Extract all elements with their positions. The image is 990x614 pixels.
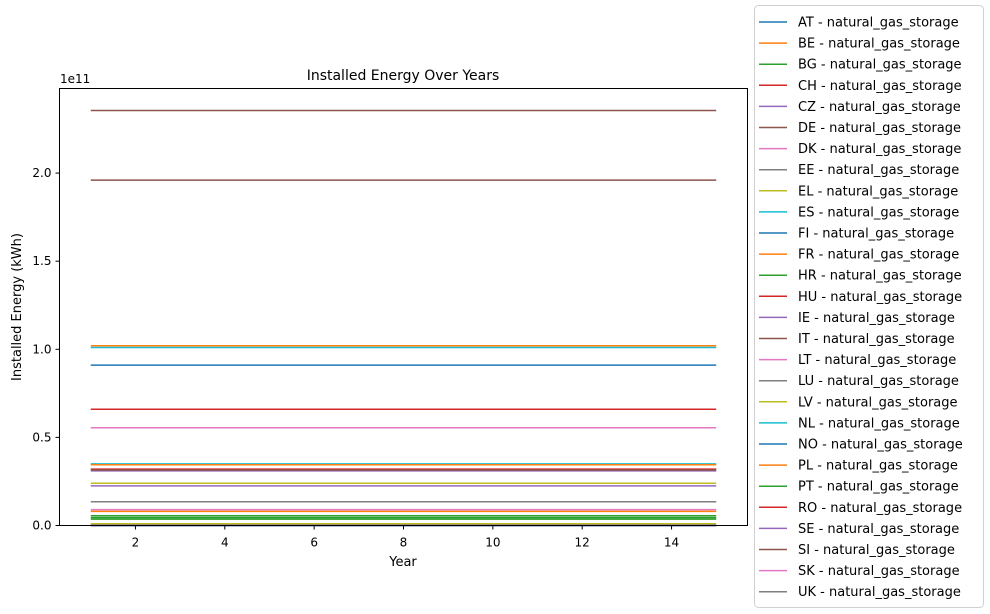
legend-label: LT - natural_gas_storage [798,353,956,368]
legend-item: SI - natural_gas_storage [759,543,955,558]
legend-label: IE - natural_gas_storage [798,311,955,326]
y-axis-label: Installed Energy (kWh) [10,233,25,381]
legend-item: IT - natural_gas_storage [759,332,955,347]
legend-item: CH - natural_gas_storage [759,79,962,94]
legend-item: HU - natural_gas_storage [759,290,962,305]
legend-label: DE - natural_gas_storage [798,121,961,136]
legend-item: PL - natural_gas_storage [759,459,958,474]
legend-label: EE - natural_gas_storage [798,163,959,178]
legend-label: IT - natural_gas_storage [798,332,955,347]
y-tick-label: 1.0 [32,342,51,356]
y-offset-label: 1e11 [60,72,90,86]
legend-label: BE - natural_gas_storage [798,37,960,52]
legend-label: HR - natural_gas_storage [798,269,962,284]
y-axis: 0.0 0.5 1.0 1.5 2.0 [32,166,60,533]
legend-frame [754,5,984,608]
legend-label: UK - natural_gas_storage [798,585,961,600]
legend-item: RO - natural_gas_storage [759,501,962,516]
legend-item: HR - natural_gas_storage [759,269,962,284]
legend-item: FR - natural_gas_storage [759,248,959,263]
x-axis-label: Year [388,555,417,570]
legend-label: NL - natural_gas_storage [798,416,960,431]
legend-label: HU - natural_gas_storage [798,290,962,305]
x-axis: 2 4 6 8 10 12 14 [132,525,679,550]
legend-label: EL - natural_gas_storage [798,184,958,199]
legend-item: FI - natural_gas_storage [759,227,954,242]
legend-label: AT - natural_gas_storage [798,16,959,31]
legend-item: LT - natural_gas_storage [759,353,956,368]
legend-item: AT - natural_gas_storage [759,16,959,31]
legend-label: SI - natural_gas_storage [798,543,955,558]
x-tick-label: 8 [400,536,408,550]
legend-item: LV - natural_gas_storage [759,395,958,410]
legend-label: LU - natural_gas_storage [798,374,959,389]
legend-entries: AT - natural_gas_storage BE - natural_gas… [759,16,963,600]
legend-label: FI - natural_gas_storage [798,227,954,242]
y-tick-label: 1.5 [32,254,51,268]
legend-item: LU - natural_gas_storage [759,374,959,389]
legend-item: SE - natural_gas_storage [759,522,959,537]
legend-label: PT - natural_gas_storage [798,480,959,495]
y-tick-label: 2.0 [32,166,51,180]
legend-item: EE - natural_gas_storage [759,163,959,178]
legend-label: RO - natural_gas_storage [798,501,962,516]
legend-item: NO - natural_gas_storage [759,438,963,453]
legend: AT - natural_gas_storage BE - natural_gas… [754,5,984,608]
legend-item: ES - natural_gas_storage [759,205,959,220]
legend-item: IE - natural_gas_storage [759,311,955,326]
legend-item: NL - natural_gas_storage [759,416,960,431]
legend-label: LV - natural_gas_storage [798,395,958,410]
x-tick-label: 2 [132,536,140,550]
legend-item: CZ - natural_gas_storage [759,100,961,115]
x-tick-label: 4 [221,536,229,550]
legend-item: SK - natural_gas_storage [759,564,960,579]
legend-label: DK - natural_gas_storage [798,142,961,157]
legend-label: CH - natural_gas_storage [798,79,962,94]
legend-item: PT - natural_gas_storage [759,480,959,495]
legend-item: DK - natural_gas_storage [759,142,961,157]
legend-label: PL - natural_gas_storage [798,459,958,474]
legend-item: BE - natural_gas_storage [759,37,960,52]
legend-item: BG - natural_gas_storage [759,58,962,73]
legend-label: CZ - natural_gas_storage [798,100,961,115]
chart-title: Installed Energy Over Years [307,68,500,84]
legend-item: DE - natural_gas_storage [759,121,961,136]
legend-label: SK - natural_gas_storage [798,564,960,579]
y-tick-label: 0.5 [32,430,51,444]
x-tick-label: 12 [575,536,590,550]
x-tick-label: 14 [664,536,679,550]
legend-label: NO - natural_gas_storage [798,438,963,453]
legend-item: EL - natural_gas_storage [759,184,958,199]
y-tick-label: 0.0 [32,519,51,533]
legend-item: UK - natural_gas_storage [759,585,961,600]
legend-label: SE - natural_gas_storage [798,522,959,537]
legend-label: ES - natural_gas_storage [798,205,959,220]
x-tick-label: 10 [485,536,500,550]
legend-label: BG - natural_gas_storage [798,58,962,73]
x-tick-label: 6 [310,536,318,550]
legend-label: FR - natural_gas_storage [798,248,959,263]
